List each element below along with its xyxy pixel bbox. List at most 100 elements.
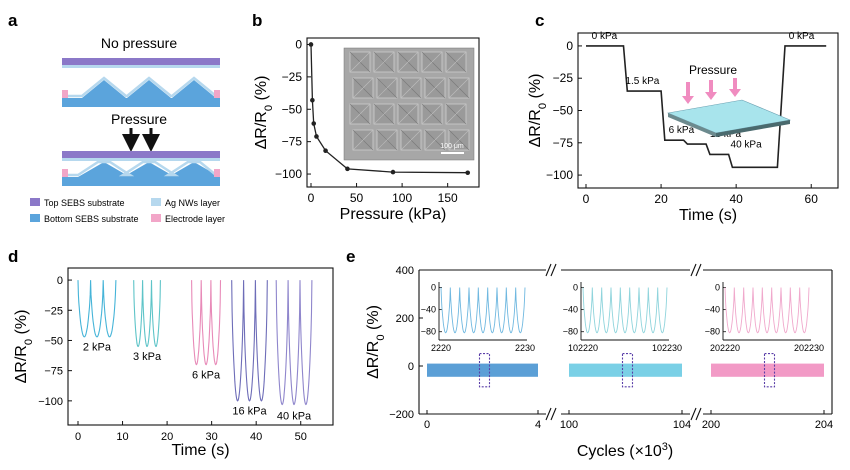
y-axis-label: ΔR/R0 (%)	[527, 74, 549, 148]
sem-pyramid-edge	[373, 103, 395, 125]
device-no-pressure	[62, 58, 220, 107]
sem-pyramid-edge	[424, 77, 446, 99]
y-tick-label: −75	[44, 366, 63, 378]
x-axis-label: Time (s)	[171, 442, 229, 459]
inset-x-tick-label: 102220	[568, 343, 598, 353]
data-point	[323, 148, 328, 154]
y-tick-label: 0	[295, 37, 302, 51]
step-label: 6 kPa	[669, 125, 695, 136]
y-tick-label: −200	[389, 409, 414, 421]
sem-pyramid-edge	[373, 51, 395, 73]
pyramid	[78, 162, 130, 177]
y-tick-label: 400	[396, 265, 414, 277]
panel-a-legend: Top SEBS substrate Ag NWs layer Bottom S…	[30, 198, 225, 224]
inset-series-line	[724, 287, 810, 334]
sem-pyramid-edge	[376, 77, 398, 99]
panel-d: d 0 10 20 30 40 50 0 −25 −50 −75 −100 2 kPa 3 kPa 6 k…	[8, 247, 334, 459]
series-label: 40 kPa	[277, 410, 312, 422]
panel-e: e 400 200 0 −200 0 4 0 −40 −80 2220 2230 100 104 0 −40…	[346, 247, 833, 460]
x-axis-label: Time (s)	[679, 207, 737, 224]
top-substrate	[62, 151, 220, 158]
pyramid	[172, 80, 216, 98]
y-tick-label: −100	[38, 396, 63, 408]
inset-y-tick-label: −40	[705, 305, 720, 315]
y-tick-label: 0	[408, 361, 414, 373]
sem-pyramid-edge	[397, 51, 419, 73]
pyramid	[123, 162, 175, 177]
electrode	[214, 169, 220, 177]
plot-frame	[306, 37, 480, 188]
y-axis-label: ΔR/R0 (%)	[13, 310, 35, 384]
sem-pyramid-edge	[349, 103, 371, 125]
panel-b: b 0 50 100 150 0 −25 −50 −75 −100 Pressure (kPa) Δ…	[252, 11, 480, 223]
sem-image: 100 μm	[343, 47, 475, 161]
axis-break-mark	[690, 407, 697, 421]
x-tick-label: 0	[583, 192, 590, 206]
film-edge-icon	[668, 113, 716, 137]
sem-pyramid-edge	[448, 129, 470, 151]
x-tick-label: 40	[250, 431, 262, 443]
panel-c: c 0 20 40 60 0 −25 −50 −75 −100 0 kPa 1.5 kPa 6 kPa…	[527, 11, 839, 224]
inset-series-line	[582, 287, 668, 334]
bottom-substrate	[62, 98, 220, 107]
axis-break-mark	[545, 263, 552, 277]
inset-y-tick-label: 0	[573, 283, 578, 293]
y-axis-label: ΔR/R0 (%)	[365, 305, 387, 379]
y-tick-label: −100	[275, 167, 302, 181]
legend-electrode: Electrode layer	[165, 214, 225, 224]
pressure-arrow-icon	[729, 89, 741, 97]
sem-pyramid-edge	[400, 129, 422, 151]
pyramid	[127, 80, 171, 98]
electrode	[214, 90, 220, 98]
x-tick-label: 60	[805, 192, 819, 206]
pressure-illustration: Pressure	[666, 63, 792, 137]
data-point	[311, 121, 317, 126]
zoom-highlight-box	[621, 353, 634, 388]
series-line	[275, 280, 313, 406]
legend-swatch-bottom	[30, 214, 40, 222]
x-tick-label: 100	[560, 419, 578, 431]
top-substrate	[62, 58, 220, 65]
inset-y-tick-label: 0	[715, 283, 720, 293]
data-point	[310, 97, 315, 103]
data-point	[465, 170, 471, 176]
y-tick-label: −75	[282, 135, 303, 149]
x-tick-label: 0	[75, 431, 81, 443]
y-tick-label: −25	[553, 71, 574, 85]
series-label: 16 kPa	[232, 406, 267, 418]
y-tick-label: −50	[44, 335, 63, 347]
legend-agnw: Ag NWs layer	[165, 198, 220, 208]
axis-break-mark	[550, 407, 557, 421]
plot-frame	[67, 267, 334, 426]
y-tick-label: −25	[282, 70, 303, 84]
data-point	[308, 42, 314, 47]
top-agnw-layer	[62, 65, 220, 68]
label-no-pressure: No pressure	[101, 35, 177, 51]
electrode	[62, 169, 68, 177]
x-tick-label: 204	[815, 419, 833, 431]
cycling-signal-band	[569, 363, 682, 377]
x-tick-label: 20	[161, 431, 173, 443]
inset-y-tick-label: −40	[421, 305, 436, 315]
axis-break-mark	[550, 263, 557, 277]
y-tick-label: 0	[57, 275, 63, 287]
y-tick-label: −25	[44, 305, 63, 317]
cycling-signal-band	[711, 363, 824, 377]
label-pressure: Pressure	[111, 111, 167, 127]
y-tick-label: 0	[566, 39, 573, 53]
legend-swatch-agnw	[151, 198, 161, 206]
axis-break-mark	[695, 407, 702, 421]
inset-x-tick-label: 202230	[794, 343, 824, 353]
panel-b-marks: 0 50 100 150 0 −25 −50 −75 −100 Pressure (kPa) ΔR/…	[253, 37, 480, 223]
data-point	[345, 166, 350, 172]
zoom-highlight-box	[763, 353, 776, 388]
axis-break-mark	[545, 407, 552, 421]
scale-bar-label: 100 μm	[440, 143, 464, 150]
series-line	[191, 280, 222, 366]
pyramid	[82, 80, 126, 98]
panel-a: a No pressure Pressure	[8, 11, 225, 224]
legend-swatch-electrode	[151, 214, 161, 222]
inset-x-tick-label: 102230	[652, 343, 682, 353]
axis-break-mark	[690, 263, 697, 277]
